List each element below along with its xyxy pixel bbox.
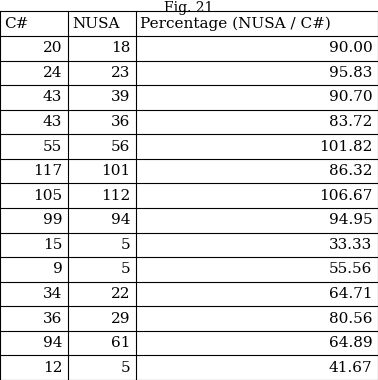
Text: 39: 39: [111, 90, 130, 105]
Text: 20: 20: [43, 41, 62, 55]
Text: NUSA: NUSA: [72, 17, 119, 31]
Text: 9: 9: [53, 263, 62, 276]
Text: 36: 36: [111, 115, 130, 129]
Text: 22: 22: [111, 287, 130, 301]
Text: 64.89: 64.89: [329, 336, 372, 350]
Text: 94: 94: [43, 336, 62, 350]
Text: 43: 43: [43, 115, 62, 129]
Text: Fig. 21: Fig. 21: [164, 1, 214, 15]
Text: 33.33: 33.33: [329, 238, 372, 252]
Text: 5: 5: [121, 238, 130, 252]
Text: 34: 34: [43, 287, 62, 301]
Text: 95.83: 95.83: [329, 66, 372, 80]
Text: 55.56: 55.56: [329, 263, 372, 276]
Text: 101.82: 101.82: [319, 139, 372, 154]
Text: 105: 105: [33, 189, 62, 203]
Text: 29: 29: [111, 312, 130, 326]
Text: 80.56: 80.56: [329, 312, 372, 326]
Text: Percentage (NUSA / C#): Percentage (NUSA / C#): [140, 16, 331, 31]
Text: 56: 56: [111, 139, 130, 154]
Text: 64.71: 64.71: [329, 287, 372, 301]
Text: 101: 101: [101, 164, 130, 178]
Text: 23: 23: [111, 66, 130, 80]
Text: 90.00: 90.00: [328, 41, 372, 55]
Text: 94: 94: [111, 213, 130, 227]
Text: 5: 5: [121, 361, 130, 375]
Text: 83.72: 83.72: [329, 115, 372, 129]
Text: 117: 117: [33, 164, 62, 178]
Text: 61: 61: [111, 336, 130, 350]
Text: 112: 112: [101, 189, 130, 203]
Text: 12: 12: [43, 361, 62, 375]
Text: 99: 99: [43, 213, 62, 227]
Text: 5: 5: [121, 263, 130, 276]
Text: 86.32: 86.32: [329, 164, 372, 178]
Text: 55: 55: [43, 139, 62, 154]
Text: 36: 36: [43, 312, 62, 326]
Text: C#: C#: [4, 17, 28, 31]
Text: 15: 15: [43, 238, 62, 252]
Text: 94.95: 94.95: [329, 213, 372, 227]
Text: 90.70: 90.70: [329, 90, 372, 105]
Text: 18: 18: [111, 41, 130, 55]
Text: 43: 43: [43, 90, 62, 105]
Text: 106.67: 106.67: [319, 189, 372, 203]
Text: 41.67: 41.67: [329, 361, 372, 375]
Text: 24: 24: [43, 66, 62, 80]
